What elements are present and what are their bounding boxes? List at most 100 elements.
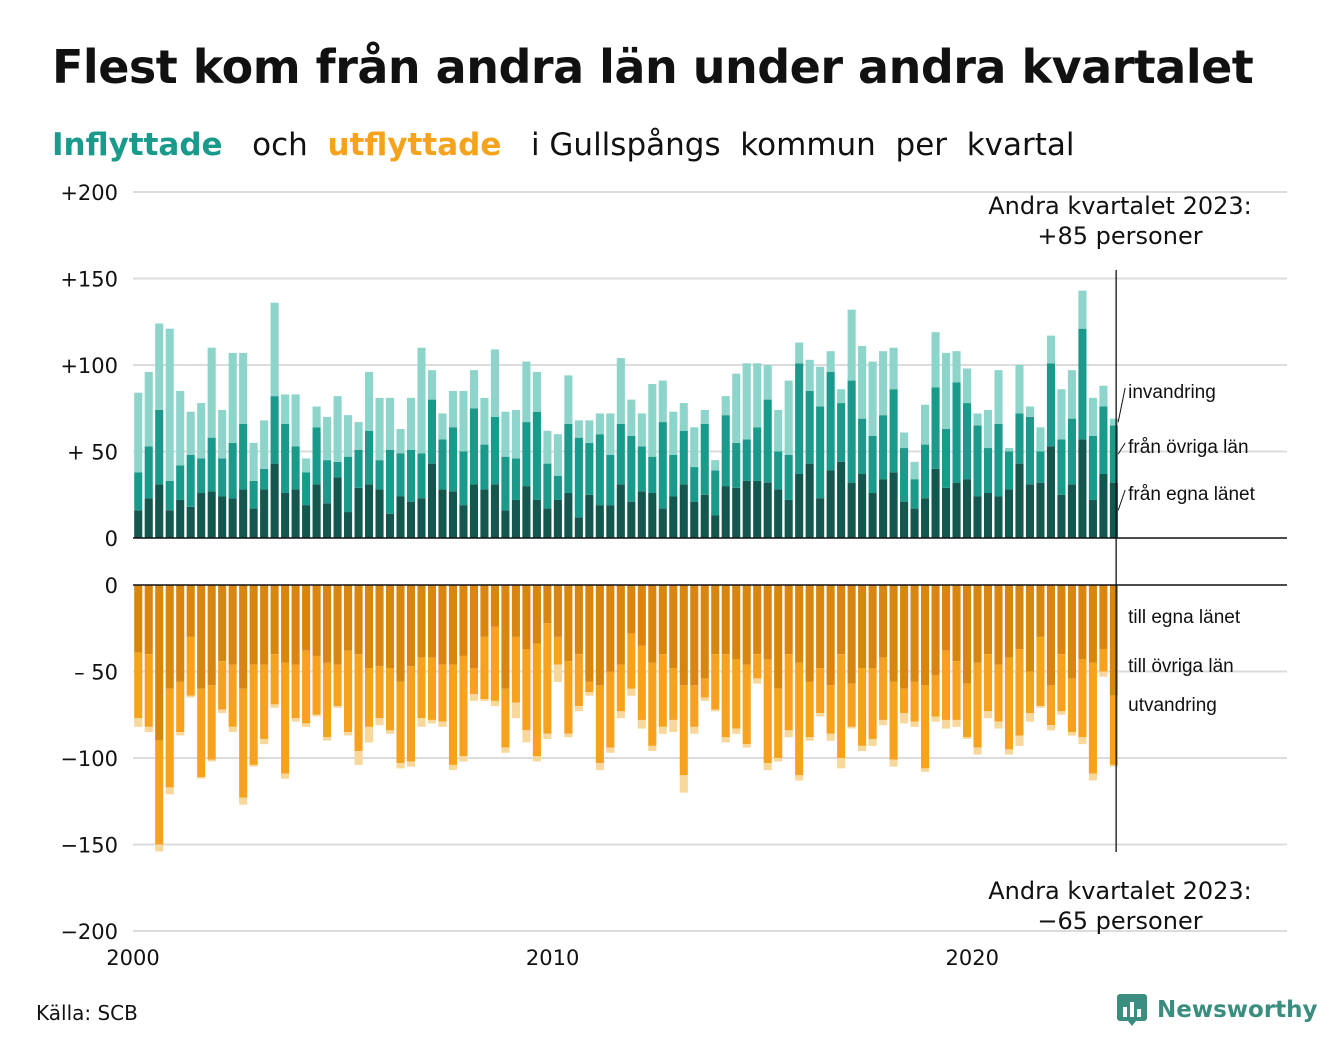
bar-out-utvandring (983, 711, 993, 719)
bar-out-egna (186, 585, 195, 637)
bar-in-ovriga (448, 427, 458, 492)
bar-out-egna (490, 585, 499, 627)
bar-in-invandring (595, 413, 604, 435)
bar-out-ovriga (501, 688, 510, 748)
bar-out-ovriga (553, 636, 562, 665)
bar-out-egna (805, 585, 814, 682)
bar-in-invandring (847, 309, 856, 381)
bar-in-invandring (637, 413, 646, 447)
bar-in-egna (406, 501, 416, 538)
bar-in-egna (879, 479, 888, 538)
bar-in-invandring (648, 384, 657, 457)
bar-in-ovriga (742, 439, 751, 481)
bar-out-utvandring (868, 738, 877, 746)
bar-in-invandring (134, 392, 143, 473)
bar-in-ovriga (900, 448, 909, 502)
bar-in-egna (1057, 494, 1066, 538)
bar-out-ovriga (585, 681, 594, 693)
bar-out-egna (448, 585, 458, 665)
bar-out-egna (1046, 585, 1055, 686)
bar-in-ovriga (1067, 418, 1076, 485)
bar-out-egna (585, 585, 594, 682)
bar-in-ovriga (931, 387, 940, 469)
bar-out-ovriga (260, 664, 269, 739)
bar-out-egna (333, 585, 342, 665)
bar-out-egna (291, 585, 300, 665)
bar-in-egna (742, 480, 751, 538)
bar-in-invandring (952, 351, 961, 383)
bar-in-egna (249, 508, 258, 538)
bar-in-invandring (753, 363, 762, 428)
bar-in-invandring (490, 349, 499, 417)
bar-in-invandring (260, 420, 269, 469)
bar-out-utvandring (511, 702, 520, 719)
bar-in-ovriga (543, 463, 552, 509)
bar-in-invandring (921, 404, 930, 445)
bar-out-utvandring (1057, 711, 1066, 715)
bar-in-ovriga (595, 434, 604, 506)
bar-out-ovriga (134, 652, 143, 719)
bar-in-egna (490, 484, 499, 538)
bar-in-ovriga (669, 454, 678, 497)
bar-out-ovriga (900, 688, 909, 714)
bar-in-egna (637, 491, 646, 538)
bar-in-egna (365, 484, 374, 538)
bar-out-utvandring (417, 718, 426, 727)
bar-out-egna (921, 585, 930, 686)
bar-in-ovriga (679, 430, 688, 485)
bar-in-invandring (564, 375, 573, 424)
bar-out-utvandring (1109, 764, 1118, 767)
bar-in-egna (1067, 484, 1076, 538)
bar-out-utvandring (385, 730, 395, 734)
bar-out-egna (344, 585, 353, 651)
bar-in-egna (669, 496, 678, 538)
bar-in-ovriga (302, 472, 311, 506)
bar-out-egna (480, 585, 489, 637)
bar-out-ovriga (795, 662, 804, 776)
bar-out-utvandring (805, 737, 814, 741)
bar-out-ovriga (889, 681, 898, 760)
bar-out-ovriga (438, 664, 447, 722)
bar-in-egna (564, 493, 573, 538)
bar-in-egna (532, 499, 541, 538)
bar-out-egna (501, 585, 510, 689)
bar-out-ovriga (721, 654, 730, 738)
bar-out-utvandring (333, 706, 342, 708)
bar-in-egna (690, 501, 699, 538)
bar-out-egna (690, 585, 699, 686)
bar-out-ovriga (385, 668, 395, 731)
bar-out-ovriga (858, 668, 867, 746)
bar-out-utvandring (490, 700, 499, 707)
bar-in-ovriga (1099, 406, 1108, 474)
bar-out-egna (837, 585, 846, 655)
bar-in-egna (1088, 499, 1097, 538)
bar-out-utvandring (669, 719, 678, 733)
brand-logo[interactable]: Newsworthy (1117, 994, 1318, 1026)
bar-out-egna (973, 585, 982, 663)
bar-out-ovriga (816, 668, 825, 714)
bar-in-ovriga (889, 389, 898, 473)
bar-out-utvandring (207, 759, 216, 762)
bar-in-ovriga (1004, 451, 1014, 490)
bar-out-ovriga (1067, 678, 1076, 733)
bar-in-egna (218, 496, 227, 538)
bar-out-egna (879, 585, 888, 658)
bar-in-egna (826, 470, 835, 538)
bar-out-utvandring (889, 759, 898, 767)
bar-in-invandring (858, 345, 867, 419)
bar-in-egna (385, 513, 395, 538)
bar-in-invandring (532, 371, 541, 412)
bar-out-utvandring (910, 721, 919, 727)
bar-in-ovriga (585, 442, 594, 495)
bar-in-ovriga (490, 416, 499, 485)
bar-out-ovriga (207, 685, 216, 760)
bar-out-utvandring (165, 787, 174, 795)
bar-out-ovriga (637, 645, 646, 720)
bar-in-egna (448, 491, 458, 538)
bar-in-ovriga (165, 480, 174, 511)
bar-in-invandring (1088, 397, 1097, 436)
bar-in-invandring (1057, 389, 1066, 440)
bar-in-egna (511, 499, 520, 538)
bar-out-egna (774, 585, 783, 689)
